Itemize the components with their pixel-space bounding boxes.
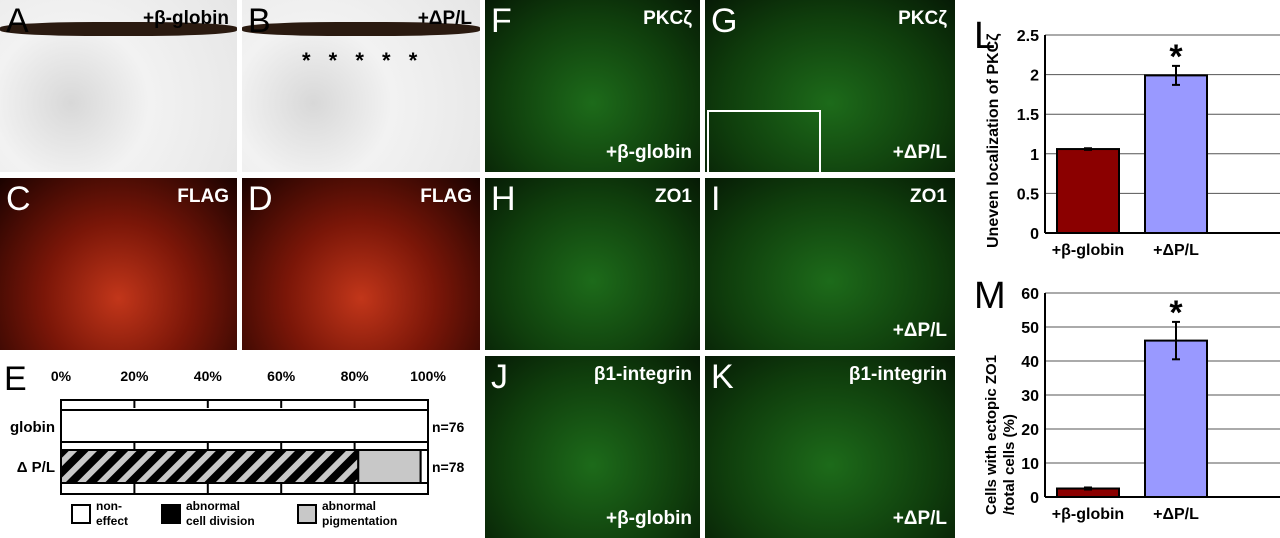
- x-tick-label: +ΔP/L: [1153, 506, 1199, 523]
- panel-i-image: I ZO1 +ΔP/L: [705, 178, 955, 350]
- panel-g-image: G PKCζ +ΔP/L: [705, 0, 955, 172]
- x-tick-label: +ΔP/L: [1153, 242, 1199, 259]
- category-label: Δ P/L: [17, 459, 55, 476]
- significance-asterisk: *: [1169, 38, 1183, 76]
- panel-tag-condition: +ΔP/L: [892, 320, 947, 341]
- panel-tag-condition: +β-globin: [605, 142, 692, 163]
- panel-letter: M: [974, 275, 1006, 317]
- panel-j-image: J β1-integrin +β-globin: [485, 356, 700, 538]
- y-tick-label: 10: [1021, 456, 1039, 473]
- y-tick-label: 40: [1021, 354, 1039, 371]
- chart-m: M 0 10 20 30 40 50 60 +β-globin +ΔP/L * Cells with …: [974, 275, 1280, 523]
- y-tick-label: 0: [1030, 490, 1039, 507]
- panel-d-image: D FLAG: [242, 178, 480, 350]
- significance-asterisk: *: [1169, 294, 1183, 332]
- panel-tag: PKCζ: [643, 8, 692, 29]
- panel-tag: PKCζ: [898, 8, 947, 29]
- y-tick-label: 0: [1030, 226, 1039, 243]
- x-tick-label: 20%: [120, 368, 149, 384]
- n-label: n=76: [432, 419, 465, 435]
- bar-segment: [419, 449, 430, 484]
- inset-box: [707, 110, 821, 172]
- category-label: globin: [10, 419, 55, 436]
- y-axis-label: Uneven localization of PKCζ: [985, 33, 1002, 248]
- panel-c-image: C FLAG: [0, 178, 237, 350]
- y-tick-label: 2.5: [1017, 28, 1039, 45]
- legend-label: effect: [96, 514, 128, 528]
- panel-tag: FLAG: [177, 186, 229, 207]
- x-tick-label: 0%: [51, 368, 72, 384]
- panel-tag: +ΔP/L: [417, 8, 472, 29]
- legend-label: abnormal: [186, 499, 240, 513]
- y-tick-label: 1.5: [1017, 107, 1039, 124]
- panel-letter: E: [4, 360, 27, 398]
- panel-letter: G: [711, 2, 738, 40]
- panel-tag: β1-integrin: [848, 364, 947, 385]
- legend-label: cell division: [186, 514, 255, 528]
- y-tick-label: 0.5: [1017, 186, 1039, 203]
- panel-letter: B: [248, 2, 271, 40]
- panel-letter: L: [974, 15, 995, 57]
- x-tick-label: +β-globin: [1052, 242, 1124, 259]
- y-axis-label: Cells with ectopic ZO1: [983, 355, 1000, 515]
- panel-a-image: A +β-globin: [0, 0, 237, 172]
- panel-letter: H: [491, 180, 516, 218]
- panel-tag: ZO1: [655, 186, 692, 207]
- panel-tag: ZO1: [910, 186, 947, 207]
- bar: [1144, 339, 1208, 498]
- legend-label: non-: [96, 499, 122, 513]
- x-tick-label: +β-globin: [1052, 506, 1124, 523]
- panel-tag: FLAG: [420, 186, 472, 207]
- panel-letter: K: [711, 358, 734, 396]
- asterisk-marks: * * * * *: [302, 48, 424, 73]
- panel-tag-condition: +β-globin: [605, 508, 692, 529]
- epidermis-pigment: [242, 22, 480, 36]
- panel-tag: +β-globin: [142, 8, 229, 29]
- legend-swatch: [71, 504, 91, 524]
- x-tick-label: 40%: [194, 368, 223, 384]
- panel-f-image: F PKCζ +β-globin: [485, 0, 700, 172]
- panel-h-image: H ZO1: [485, 178, 700, 350]
- x-tick-label: 80%: [341, 368, 370, 384]
- bar: [1056, 148, 1120, 235]
- y-tick-label: 20: [1021, 422, 1039, 439]
- panel-letter: J: [491, 358, 508, 396]
- legend-swatch: [297, 504, 317, 524]
- legend-label: abnormal: [322, 499, 376, 513]
- bar-segment: [60, 409, 429, 443]
- panel-letter: D: [248, 180, 273, 218]
- x-tick-label: 100%: [410, 368, 446, 384]
- panel-letter: I: [711, 180, 721, 218]
- n-label: n=78: [432, 459, 465, 475]
- panel-letter: C: [6, 180, 31, 218]
- y-axis-label: /total cells (%): [1001, 414, 1018, 515]
- panel-tag: β1-integrin: [593, 364, 692, 385]
- y-tick-label: 2: [1030, 68, 1039, 85]
- chart-l: L 0 0.5 1 1.5 2 2.5 +β-globin +ΔP/L * Uneven local…: [974, 15, 1280, 259]
- legend-swatch: [161, 504, 181, 524]
- bar-segment: [357, 449, 422, 484]
- epidermis-pigment: [0, 22, 237, 36]
- y-tick-label: 30: [1021, 388, 1039, 405]
- panel-letter: F: [491, 2, 512, 40]
- legend-label: pigmentation: [322, 514, 397, 528]
- x-tick-label: 60%: [267, 368, 296, 384]
- panel-k-image: K β1-integrin +ΔP/L: [705, 356, 955, 538]
- panel-letter: A: [6, 2, 29, 40]
- panel-b-image: B +ΔP/L * * * * *: [242, 0, 480, 172]
- bar: [1144, 74, 1208, 234]
- chart-e: E 0% 20% 40% 60% 80% 100% globin n=76 Δ P/L n=78 no…: [4, 360, 465, 528]
- y-tick-label: 1: [1030, 147, 1039, 164]
- panel-tag-condition: +ΔP/L: [892, 142, 947, 163]
- y-tick-label: 50: [1021, 320, 1039, 337]
- bar-segment: [60, 449, 360, 484]
- y-tick-label: 60: [1021, 286, 1039, 303]
- panel-tag-condition: +ΔP/L: [892, 508, 947, 529]
